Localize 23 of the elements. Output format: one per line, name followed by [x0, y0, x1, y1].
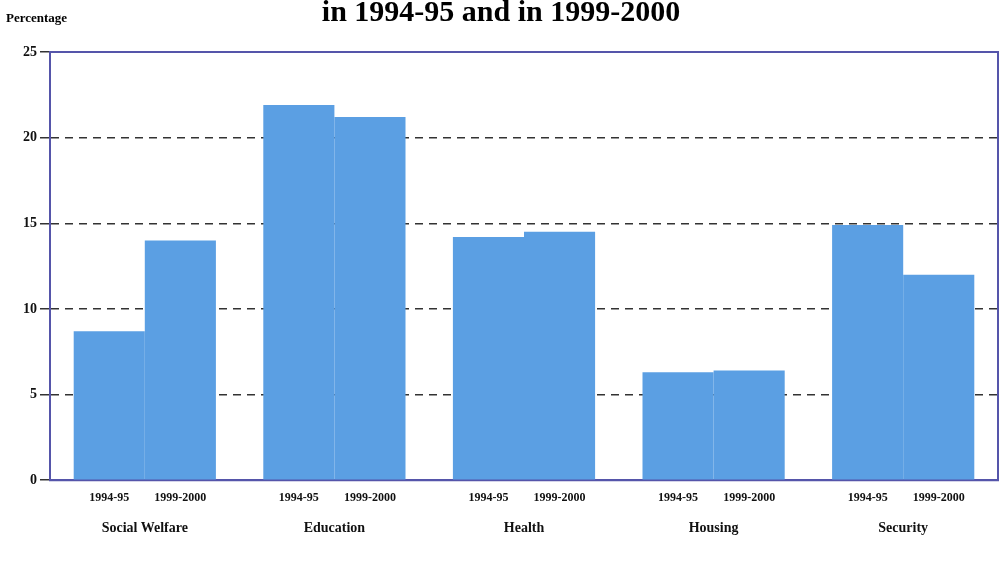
text: 1994-95	[847, 490, 888, 505]
text: 1999-2000	[533, 490, 586, 505]
x-tick-label: Education	[303, 520, 366, 536]
text: 1999-2000	[912, 490, 965, 505]
text: 1994-95	[278, 490, 319, 505]
series-label: 1999-2000	[154, 490, 207, 505]
y-tick-label: 20	[23, 129, 37, 145]
text: 1994-95	[468, 490, 509, 505]
x-tick-label: Health	[503, 520, 545, 536]
chart-title: in 1994-95 and in 1999-2000	[321, 0, 681, 27]
y-tick-label: 10	[23, 300, 37, 316]
y-tick-label: 0	[30, 471, 37, 487]
text: 1994-95	[658, 490, 699, 505]
y-axis-title: Percentage	[6, 10, 68, 26]
text: 1999-2000	[343, 490, 396, 505]
x-tick-label: Housing	[688, 520, 739, 536]
series-label: 1994-95	[89, 490, 130, 505]
y-tick-label: 15	[23, 214, 37, 230]
text: 1999-2000	[723, 490, 776, 505]
y-tick-label: 25	[23, 43, 37, 59]
y-tick-label: 5	[30, 386, 37, 402]
x-tick-label: Security	[878, 520, 929, 536]
x-tick-label: Social Welfare	[101, 520, 188, 536]
